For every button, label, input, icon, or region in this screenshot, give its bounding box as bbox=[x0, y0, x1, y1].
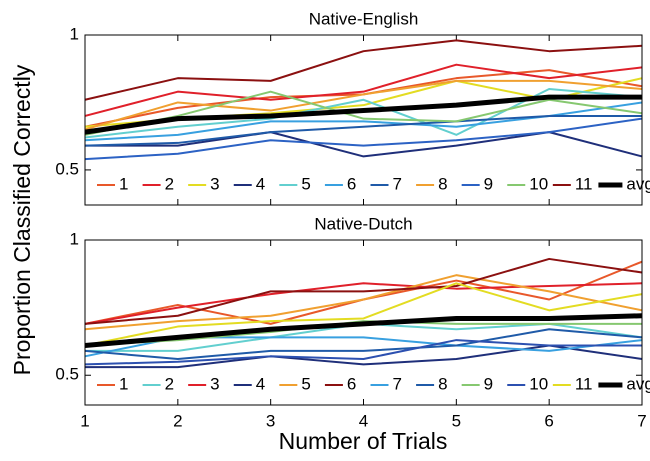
series-line bbox=[84, 39, 643, 101]
series-line bbox=[84, 63, 643, 117]
x-tick-label: 2 bbox=[173, 411, 182, 430]
series-line bbox=[84, 339, 642, 366]
y-axis-label: Proportion Classified Correctly bbox=[9, 64, 35, 375]
legend-label: 9 bbox=[484, 174, 493, 193]
legend-label: 5 bbox=[301, 374, 310, 393]
legend-label: 2 bbox=[165, 174, 174, 193]
series-line bbox=[84, 282, 643, 325]
series-line bbox=[84, 79, 643, 131]
series-line bbox=[84, 328, 643, 361]
panel-title: Native-English bbox=[309, 9, 419, 28]
series-line bbox=[84, 257, 643, 325]
legend-label: 7 bbox=[393, 374, 402, 393]
legend-label: 6 bbox=[347, 374, 356, 393]
legend-label: 4 bbox=[256, 174, 265, 193]
legend-label: 4 bbox=[256, 374, 265, 393]
series-line bbox=[84, 117, 643, 161]
legend-label: 10 bbox=[529, 174, 548, 193]
legend-label: 9 bbox=[484, 374, 493, 393]
series-line bbox=[84, 313, 643, 348]
legend-label: 8 bbox=[438, 374, 447, 393]
plot-frame bbox=[84, 34, 643, 206]
series-line bbox=[84, 320, 642, 347]
y-tick-label: 1 bbox=[70, 24, 79, 43]
legend-label: 2 bbox=[165, 374, 174, 393]
x-axis-label: Number of Trials bbox=[279, 428, 448, 454]
legend-label: avg bbox=[626, 374, 650, 393]
x-tick-label: 4 bbox=[359, 411, 368, 430]
y-tick-label: 0.5 bbox=[55, 365, 79, 384]
legend-label: avg bbox=[626, 174, 650, 193]
x-tick-label: 7 bbox=[637, 411, 646, 430]
legend-label: 3 bbox=[210, 374, 219, 393]
series-line bbox=[84, 90, 643, 136]
legend-label: 1 bbox=[119, 174, 128, 193]
y-tick-label: 0.5 bbox=[55, 159, 79, 178]
legend-label: 3 bbox=[210, 174, 219, 193]
legend-label: 1 bbox=[119, 374, 128, 393]
panel-title: Native-Dutch bbox=[314, 214, 412, 233]
x-tick-label: 5 bbox=[452, 411, 461, 430]
legend-label: 11 bbox=[575, 174, 593, 193]
x-tick-label: 1 bbox=[80, 411, 89, 430]
legend-label: 5 bbox=[301, 174, 310, 193]
legend-label: 6 bbox=[347, 174, 356, 193]
x-tick-label: 3 bbox=[266, 411, 275, 430]
x-tick-label: 6 bbox=[544, 411, 553, 430]
series-line bbox=[84, 114, 642, 147]
series-line bbox=[84, 282, 643, 347]
legend-label: 10 bbox=[529, 374, 548, 393]
series-line bbox=[84, 94, 642, 135]
legend-label: 11 bbox=[575, 374, 593, 393]
plot-frame bbox=[84, 239, 643, 406]
legend-label: 8 bbox=[438, 174, 447, 193]
legend-label: 7 bbox=[393, 174, 402, 193]
y-tick-label: 1 bbox=[70, 229, 79, 248]
series-line bbox=[84, 274, 643, 331]
series-line bbox=[84, 87, 643, 139]
series-line bbox=[85, 344, 643, 369]
